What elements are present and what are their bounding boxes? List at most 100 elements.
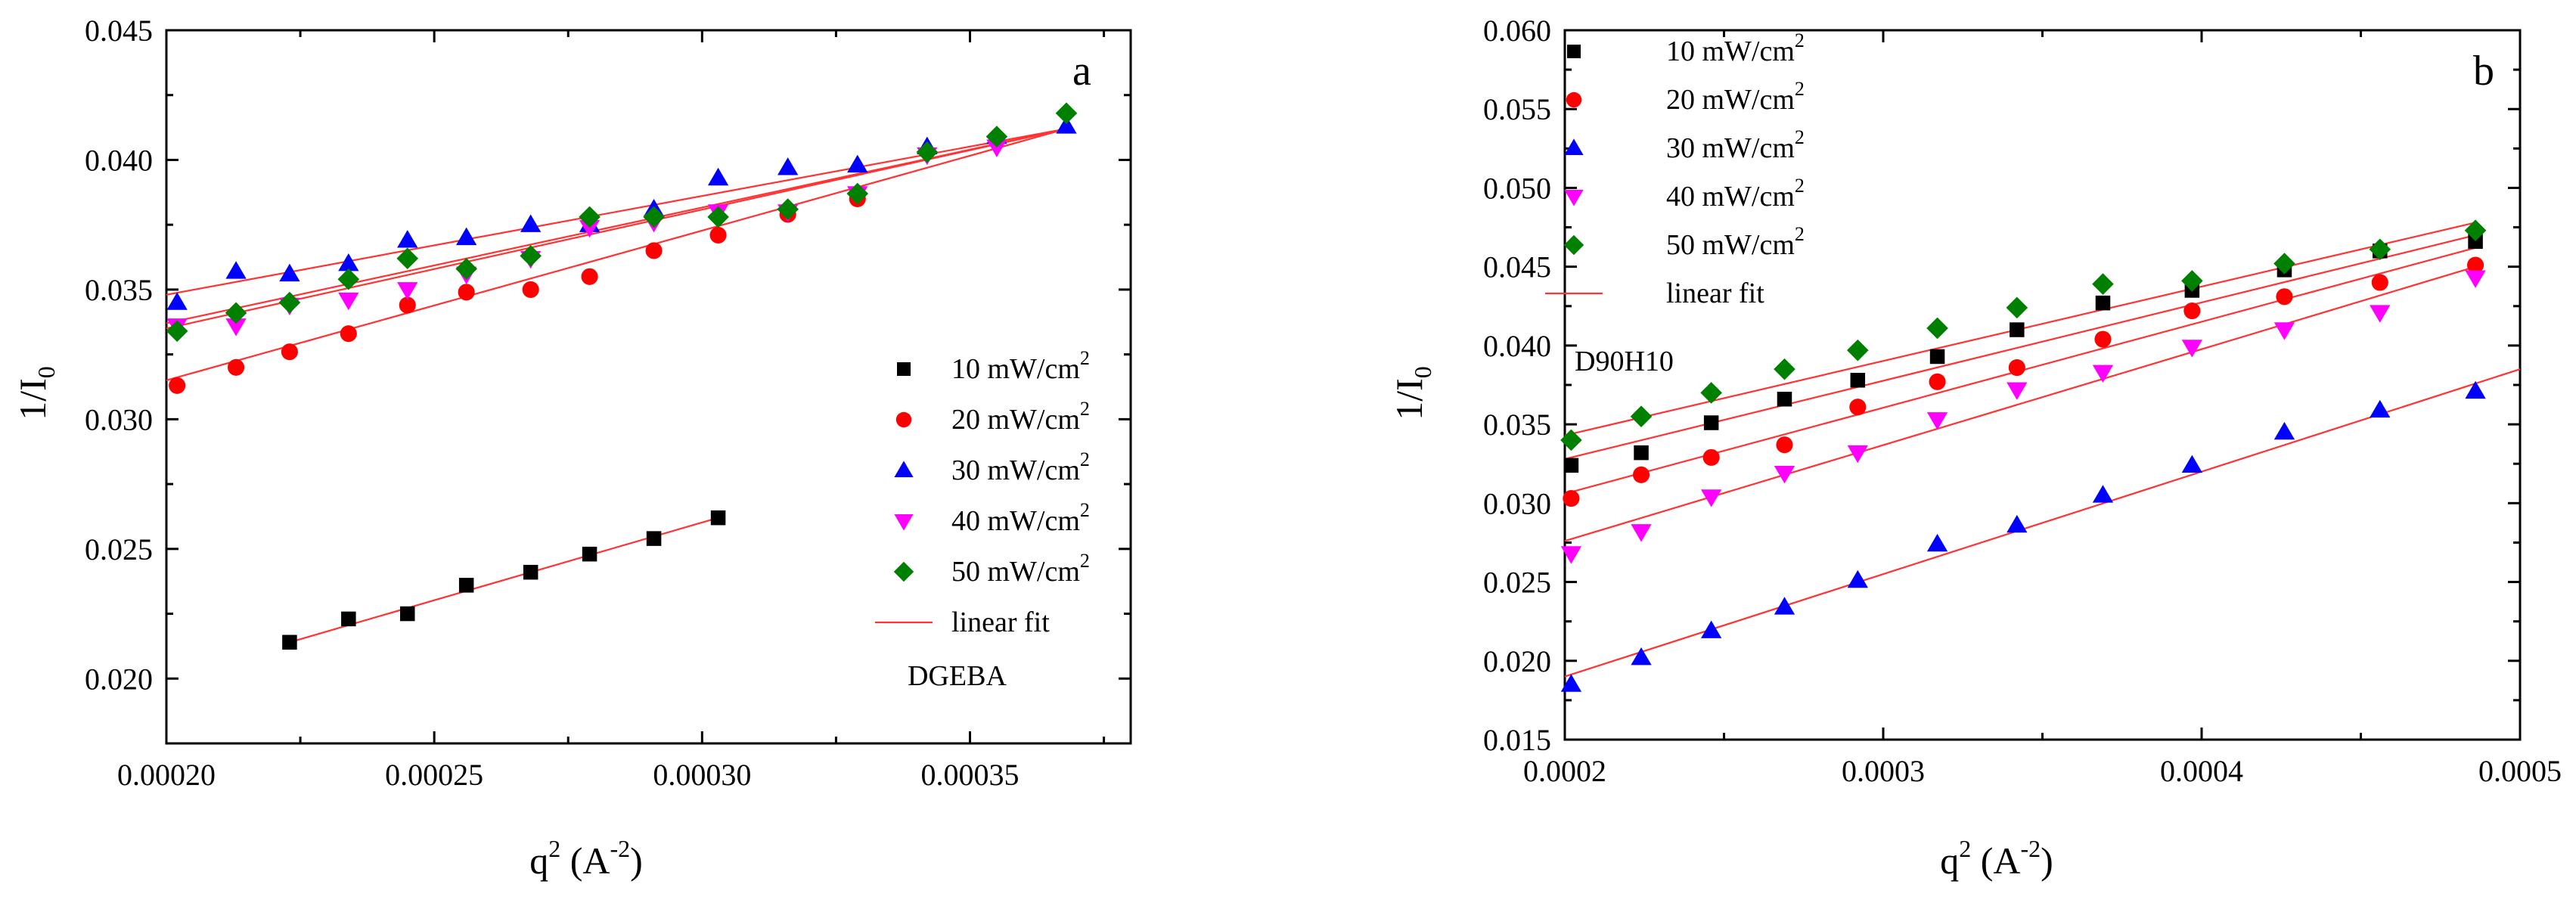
data-point: [1847, 569, 1868, 588]
legend-marker: [1564, 190, 1584, 206]
data-point: [2006, 296, 2028, 319]
legend-label-text: 20 mW/cm: [1666, 84, 1795, 116]
data-point: [777, 198, 799, 220]
data-point: [1700, 382, 1722, 404]
legend-label: 50 mW/cm2: [951, 550, 1090, 588]
data-point: [2008, 359, 2025, 377]
data-point: [645, 242, 663, 259]
data-point: [456, 227, 477, 246]
panel-letter: b: [2473, 48, 2494, 95]
data-point: [1929, 373, 1946, 390]
data-point: [337, 268, 360, 290]
data-point: [228, 358, 245, 376]
data-point: [1926, 412, 1948, 430]
data-point: [225, 261, 247, 279]
y-tick-label: 0.040: [85, 143, 153, 177]
legend-label-text: 30 mW/cm: [951, 455, 1080, 486]
data-point: [2467, 256, 2484, 274]
y-axis-title-base: 1/I: [11, 378, 54, 420]
legend-label-sup: 2: [1795, 223, 1805, 245]
x-axis-title-sup: 2: [1959, 835, 1971, 862]
data-point: [707, 167, 729, 186]
data-point: [707, 206, 729, 228]
data-point: [1926, 317, 1948, 340]
data-point: [846, 182, 869, 205]
data-point: [1563, 490, 1580, 507]
data-point: [2092, 485, 2114, 503]
y-tick-label: 0.050: [1483, 171, 1551, 205]
legend-marker: [893, 561, 914, 582]
data-point: [1847, 445, 1868, 464]
data-point: [520, 245, 542, 267]
data-point: [710, 510, 726, 526]
data-point: [1703, 415, 1719, 430]
data-point: [458, 578, 474, 593]
legend-marker: [1564, 138, 1584, 155]
legend-marker: [897, 362, 911, 376]
x-axis-title: q2 (A-2): [1940, 835, 2053, 882]
sample-annotation: DGEBA: [908, 660, 1007, 692]
data-point: [985, 126, 1008, 147]
y-axis-title: 1/I0: [1388, 366, 1436, 420]
y-tick-label: 0.035: [1483, 408, 1551, 442]
legend-marker: [1563, 234, 1584, 256]
fit-line: [166, 128, 1067, 381]
legend-label: 30 mW/cm2: [1666, 126, 1805, 164]
legend-marker: [1567, 45, 1581, 58]
x-tick-label: 0.00020: [117, 758, 216, 792]
panel-letter: a: [1072, 48, 1091, 95]
y-tick-label: 0.055: [1483, 92, 1551, 126]
y-axis-title-sub: 0: [1409, 366, 1436, 378]
data-point: [281, 343, 298, 361]
data-point: [2370, 399, 2391, 418]
y-axis-title-sub: 0: [33, 366, 60, 378]
data-point: [2092, 273, 2114, 295]
data-point: [1774, 465, 1795, 484]
fit-line: [166, 128, 1067, 296]
legend-label-sup: 2: [1795, 126, 1805, 148]
data-point: [2092, 365, 2114, 383]
data-point: [847, 154, 868, 173]
data-point: [520, 214, 542, 232]
x-axis-title-base: q: [1940, 839, 1959, 882]
y-tick-label: 0.045: [1483, 250, 1551, 284]
y-tick-label: 0.040: [1483, 329, 1551, 363]
x-axis-title-sup: 2: [548, 835, 560, 862]
legend-label-text: 50 mW/cm: [1666, 229, 1795, 261]
data-point: [1774, 597, 1795, 615]
data-point: [399, 296, 416, 314]
legend-label: 40 mW/cm2: [1666, 175, 1805, 213]
y-tick-label: 0.020: [1483, 644, 1551, 678]
data-point: [1056, 116, 1077, 134]
fit-line: [166, 128, 1067, 330]
x-axis-title-mid: (A: [560, 839, 610, 882]
data-point: [1630, 405, 1653, 427]
data-point: [1560, 674, 1582, 692]
data-point: [2369, 238, 2391, 261]
legend-label-sup: 2: [1795, 29, 1805, 51]
legend-label-sup: 2: [1080, 550, 1090, 572]
data-point: [397, 282, 418, 300]
legend-fit-label: linear fit: [951, 607, 1050, 638]
data-point: [396, 247, 419, 270]
legend-label-sup: 2: [1795, 78, 1805, 100]
data-point: [279, 263, 300, 282]
data-point: [338, 292, 359, 311]
data-point: [400, 606, 415, 622]
data-point: [2010, 322, 2025, 337]
data-point: [2181, 340, 2203, 358]
x-axis-title-end: ): [2041, 839, 2053, 882]
data-point: [1631, 647, 1652, 666]
data-point: [709, 226, 727, 244]
x-axis-title-sup2: -2: [610, 835, 630, 862]
legend-label-text: 10 mW/cm: [951, 353, 1080, 385]
y-tick-label: 0.045: [85, 14, 153, 48]
data-point: [2468, 234, 2483, 250]
data-point: [1632, 466, 1650, 483]
legend-label: 30 mW/cm2: [951, 448, 1090, 486]
y-tick-label: 0.025: [85, 532, 153, 566]
x-tick-label: 0.0004: [2160, 754, 2243, 788]
x-axis-title-base: q: [529, 839, 548, 882]
data-point: [278, 291, 301, 314]
